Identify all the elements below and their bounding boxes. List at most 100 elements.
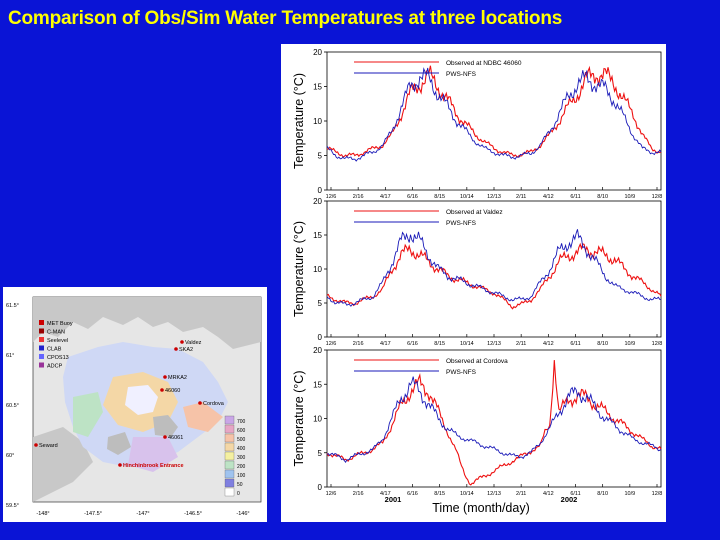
x-tick-label: 10/9 — [624, 341, 635, 347]
x-tick-label: 4/12 — [543, 491, 554, 497]
map-longitude-labels: -148° -147.5° -147° -146.5° -146° — [36, 511, 249, 517]
map-legend-marker — [39, 337, 44, 342]
map-land-north — [33, 297, 261, 349]
x-tick-label: 10/14 — [460, 341, 474, 347]
map-lat-label: 60.5° — [6, 403, 19, 409]
map-legend-label: CPOS13 — [47, 355, 69, 361]
legend-label: PWS-NFS — [446, 71, 477, 78]
x-tick-label: 10/9 — [624, 194, 635, 200]
map-lon-label: -147.5° — [84, 511, 102, 517]
x-tick-label: 10/9 — [624, 491, 635, 497]
series-line-simulated — [326, 229, 662, 307]
x-tick-label: 6/16 — [407, 341, 418, 347]
map-place-label: Hinchinbrook Entrance — [123, 463, 184, 469]
depth-swatch — [224, 460, 235, 470]
map-west-passage — [73, 392, 103, 437]
y-tick-label: 5 — [318, 299, 323, 308]
x-tick-label: 4/17 — [380, 341, 391, 347]
map-depth-scale: 0 50 100 200 300 400 500 600 700 — [224, 415, 246, 497]
depth-label: 100 — [237, 473, 246, 479]
map-lon-label: -146° — [236, 511, 249, 517]
x-tick-label: 4/12 — [543, 194, 554, 200]
depth-label: 50 — [237, 482, 243, 488]
x-axis-label: Time (month/day) — [432, 501, 529, 515]
map-legend-marker — [39, 354, 44, 359]
depth-swatch — [224, 487, 235, 497]
x-tick-label: 2/11 — [516, 491, 526, 497]
map-entrance-deep — [128, 437, 178, 472]
x-tick-label: 4/17 — [380, 491, 391, 497]
map-lat-label: 60° — [6, 453, 14, 459]
series-line-observed — [326, 242, 662, 310]
y-tick-label: 5 — [318, 152, 323, 161]
depth-swatch — [224, 478, 235, 488]
x-tick-label: 12/6 — [326, 194, 337, 200]
x-tick-label: 12/8 — [652, 194, 663, 200]
map-sound-center — [125, 385, 158, 415]
depth-swatch — [224, 469, 235, 479]
temperature-charts: 0 5 10 15 20 12/6 2/16 4/17 6/16 8/15 10/14 12/13 2/… — [292, 48, 663, 515]
x-tick-label: 2/16 — [353, 194, 364, 200]
series-line-simulated — [326, 67, 662, 162]
x-tick-label: 8/10 — [597, 341, 608, 347]
y-tick-label: 20 — [313, 48, 322, 57]
x-tick-label: 8/10 — [597, 491, 608, 497]
map-legend-label: CLAB — [47, 347, 62, 353]
map-station-marker — [34, 443, 38, 447]
map-legend-marker — [39, 345, 44, 351]
x-tick-label: 12/6 — [326, 491, 337, 497]
legend-label: Observed at Valdez — [446, 209, 503, 216]
series-line-observed — [326, 65, 662, 158]
x-tick-label: 6/16 — [407, 194, 418, 200]
y-tick-label: 10 — [313, 117, 322, 126]
map-lon-label: -146.5° — [184, 511, 202, 517]
map-legend-label: MET Buoy — [47, 321, 73, 327]
depth-swatch — [224, 433, 235, 443]
x-tick-label: 12/13 — [487, 491, 501, 497]
x-tick-label: 8/15 — [434, 341, 445, 347]
x-tick-label: 6/11 — [570, 491, 580, 497]
depth-swatch — [224, 451, 235, 461]
y-tick-label: 5 — [318, 449, 323, 458]
x-tick-label: 12/8 — [652, 491, 663, 497]
map-station-marker — [163, 435, 167, 439]
series-line-simulated — [326, 376, 662, 464]
x-tick-label: 2/11 — [516, 194, 526, 200]
map-svg: MET Buoy C-MAN Seelevel CLAB CPOS13 ADCP Vald… — [6, 296, 262, 517]
map-lon-label: -147° — [136, 511, 149, 517]
x-tick-label: 2/16 — [353, 491, 364, 497]
map-place-label: Seward — [39, 443, 58, 449]
x-tick-label: 12/8 — [652, 341, 663, 347]
y-tick-label: 10 — [313, 415, 322, 424]
x-tick-label: 4/12 — [543, 341, 554, 347]
depth-label: 400 — [237, 446, 246, 452]
y-tick-label: 0 — [318, 483, 323, 492]
map-place-label: 46060 — [165, 388, 180, 394]
map-legend-label: ADCP — [47, 364, 63, 370]
y-tick-label: 20 — [313, 346, 322, 355]
map-legend-label: C-MAN — [47, 330, 65, 336]
x-tick-label: 4/17 — [380, 194, 391, 200]
map-lat-label: 61° — [6, 353, 14, 359]
x-tick-label: 8/10 — [597, 194, 608, 200]
map-lat-label: 61.5° — [6, 303, 19, 309]
map-legend-label: Seelevel — [47, 338, 68, 344]
depth-swatch — [224, 442, 235, 452]
year-label: 2001 — [385, 495, 402, 504]
map-lon-label: -148° — [36, 511, 49, 517]
map-latitude-labels: 61.5° 61° 60.5° 60° 59.5° — [6, 303, 19, 509]
map-station-marker — [180, 340, 184, 344]
map-station-marker — [174, 347, 178, 351]
depth-label: 500 — [237, 437, 246, 443]
legend-label: Observed at NDBC 46060 — [446, 60, 522, 67]
chart-panel-2: 0 5 10 15 20 12/6 2/16 4/17 6/16 8/15 10/14 12/13 2/… — [292, 197, 662, 347]
map-legend: MET Buoy C-MAN Seelevel CLAB CPOS13 ADCP — [39, 320, 73, 370]
x-tick-label: 2/11 — [516, 341, 526, 347]
map-island-hinchinbrook — [153, 415, 178, 437]
depth-label: 300 — [237, 455, 246, 461]
legend-label: Observed at Cordova — [446, 358, 508, 365]
map-land-southwest — [33, 427, 93, 502]
x-tick-label: 6/11 — [570, 341, 580, 347]
x-tick-label: 12/13 — [487, 341, 501, 347]
map-place-label: 46061 — [168, 435, 183, 441]
